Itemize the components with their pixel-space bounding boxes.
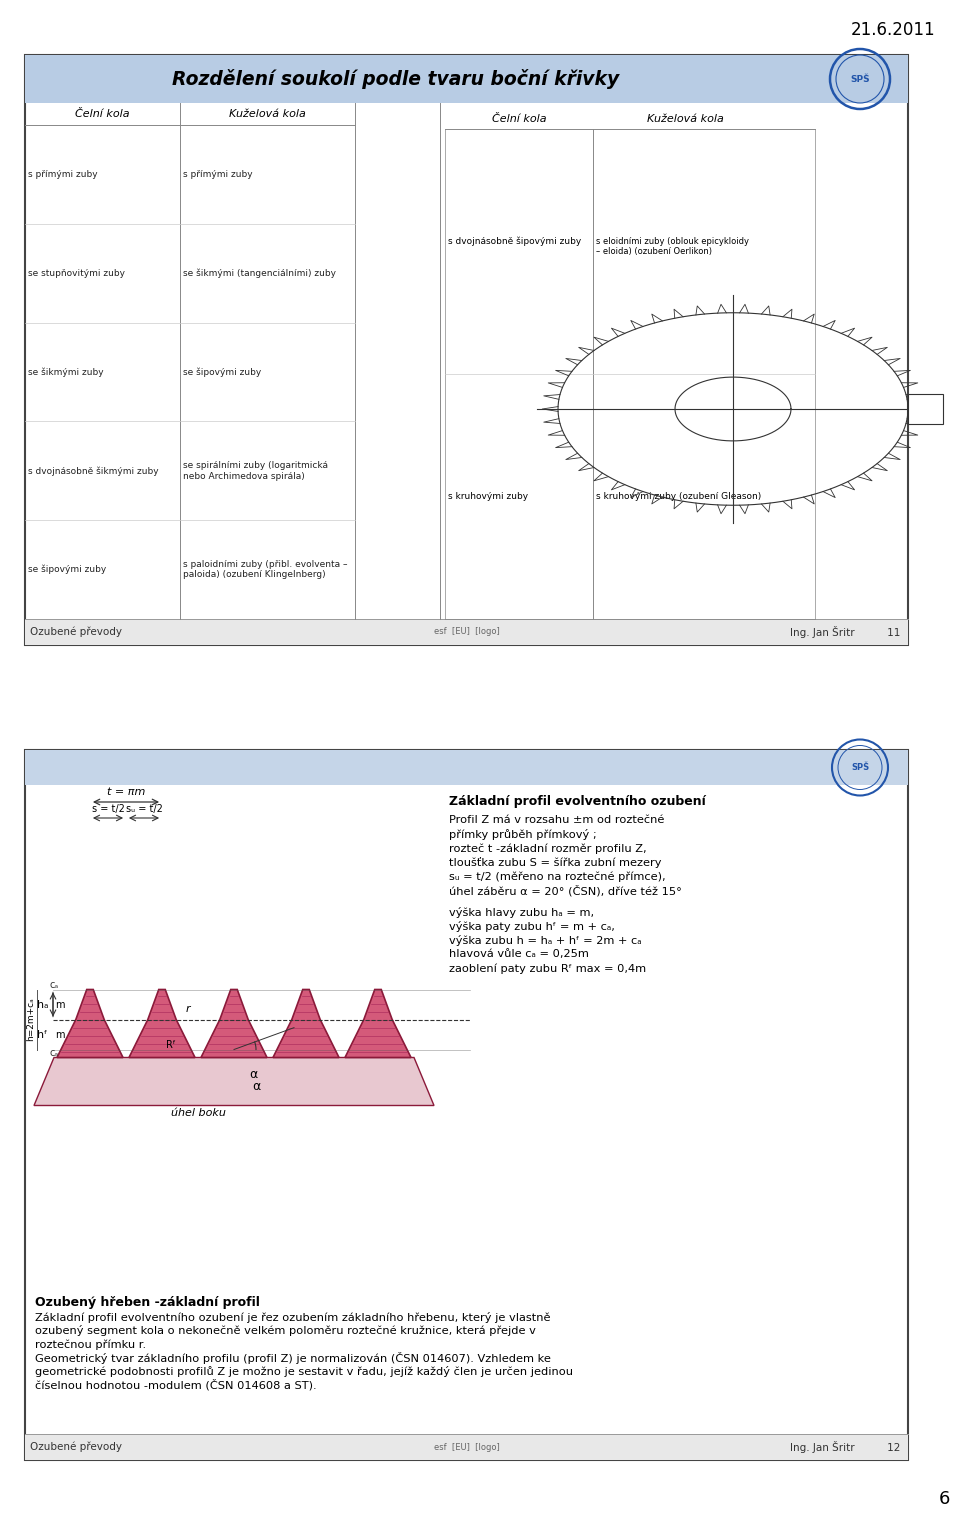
Text: roztečnou přímku r.: roztečnou přímku r. bbox=[35, 1338, 146, 1349]
Text: úhel záběru α = 20° (ČSN), dříve též 15°: úhel záběru α = 20° (ČSN), dříve též 15° bbox=[449, 885, 682, 896]
Text: ozubený segment kola o nekonečně velkém poloměru roztečné kružnice, která přejde: ozubený segment kola o nekonečně velkém … bbox=[35, 1326, 536, 1337]
Text: se šikmými (tangenciálními) zuby: se šikmými (tangenciálními) zuby bbox=[183, 269, 336, 278]
Text: sᵤ = t/2: sᵤ = t/2 bbox=[126, 804, 162, 813]
Text: s přímými zuby: s přímými zuby bbox=[28, 169, 98, 179]
Text: Ozubené převody: Ozubené převody bbox=[30, 627, 122, 638]
Text: se spirálními zuby (logaritmická
nebo Archimedova spirála): se spirálními zuby (logaritmická nebo Ar… bbox=[183, 461, 328, 481]
Text: SPŠ: SPŠ bbox=[851, 75, 870, 84]
Text: zaoblení paty zubu Rᶠ max = 0,4m: zaoblení paty zubu Rᶠ max = 0,4m bbox=[449, 963, 646, 974]
Text: h=2m+cₐ: h=2m+cₐ bbox=[26, 998, 35, 1041]
Text: s eloidními zuby (oblouk epicykloidy
– eloida) (ozubení Oerlikon): s eloidními zuby (oblouk epicykloidy – e… bbox=[596, 237, 749, 256]
Text: s = t/2: s = t/2 bbox=[91, 804, 125, 813]
Text: 21.6.2011: 21.6.2011 bbox=[851, 21, 935, 40]
Bar bbox=[25, 620, 908, 645]
Bar bbox=[25, 1434, 908, 1460]
Text: Ing. Jan Šritr          11: Ing. Jan Šritr 11 bbox=[790, 626, 900, 638]
Text: esf  [EU]  [logo]: esf [EU] [logo] bbox=[434, 627, 499, 636]
Text: 6: 6 bbox=[939, 1489, 950, 1508]
Polygon shape bbox=[201, 989, 267, 1058]
Text: α: α bbox=[252, 1079, 260, 1093]
Bar bbox=[25, 55, 908, 645]
Text: číselnou hodnotou -modulem (ČSN 014608 a ST).: číselnou hodnotou -modulem (ČSN 014608 a… bbox=[35, 1380, 317, 1392]
Polygon shape bbox=[345, 989, 411, 1058]
Bar bbox=[25, 749, 908, 784]
Text: t = πm: t = πm bbox=[107, 787, 145, 797]
Text: Základní profil evolventního ozubení: Základní profil evolventního ozubení bbox=[449, 795, 706, 807]
Text: výška hlavy zubu hₐ = m,: výška hlavy zubu hₐ = m, bbox=[449, 906, 594, 919]
Text: m: m bbox=[55, 1000, 64, 1010]
Text: Čelní kola: Čelní kola bbox=[492, 114, 546, 124]
Text: rozteč t -základní rozměr profilu Z,: rozteč t -základní rozměr profilu Z, bbox=[449, 842, 646, 853]
Text: přímky průběh přímkový ;: přímky průběh přímkový ; bbox=[449, 829, 596, 839]
Text: výška paty zubu hᶠ = m + cₐ,: výška paty zubu hᶠ = m + cₐ, bbox=[449, 922, 614, 932]
Text: hᶠ: hᶠ bbox=[37, 1030, 48, 1039]
Text: SPŠ: SPŠ bbox=[851, 763, 869, 772]
Text: tloušťka zubu S = šířka zubní mezery: tloušťka zubu S = šířka zubní mezery bbox=[449, 858, 661, 868]
Text: hlavová vůle cₐ = 0,25m: hlavová vůle cₐ = 0,25m bbox=[449, 949, 588, 958]
Text: cₐ: cₐ bbox=[49, 981, 59, 990]
Text: hₐ: hₐ bbox=[36, 1000, 48, 1010]
Text: Profil Z má v rozsahu ±m od roztečné: Profil Z má v rozsahu ±m od roztečné bbox=[449, 815, 664, 826]
Polygon shape bbox=[57, 989, 123, 1058]
Bar bbox=[25, 749, 908, 1460]
Text: se stupňovitými zuby: se stupňovitými zuby bbox=[28, 269, 125, 278]
Text: Kuželová kola: Kuželová kola bbox=[647, 114, 724, 124]
Text: sᵤ = t/2 (měřeno na roztečné přímce),: sᵤ = t/2 (měřeno na roztečné přímce), bbox=[449, 871, 665, 882]
Text: esf  [EU]  [logo]: esf [EU] [logo] bbox=[434, 1442, 499, 1451]
Text: s paloidními zuby (přibl. evolventa –
paloida) (ozubení Klingelnberg): s paloidními zuby (přibl. evolventa – pa… bbox=[183, 560, 348, 580]
Text: úhel boku: úhel boku bbox=[171, 1108, 226, 1117]
Polygon shape bbox=[273, 989, 339, 1058]
Text: α: α bbox=[249, 1068, 257, 1080]
Polygon shape bbox=[129, 989, 195, 1058]
Text: Ozubený hřeben -základní profil: Ozubený hřeben -základní profil bbox=[35, 1296, 260, 1309]
Text: s dvojnásobně šikmými zuby: s dvojnásobně šikmými zuby bbox=[28, 465, 158, 476]
Text: cₐ: cₐ bbox=[49, 1048, 59, 1059]
Text: Geometrický tvar základního profilu (profil Z) je normalizován (ČSN 014607). Vzh: Geometrický tvar základního profilu (pro… bbox=[35, 1352, 551, 1364]
Text: Rozdělení soukolí podle tvaru boční křivky: Rozdělení soukolí podle tvaru boční křiv… bbox=[172, 69, 619, 89]
Text: se šikmými zuby: se šikmými zuby bbox=[28, 368, 104, 377]
Bar bbox=[908, 394, 943, 424]
Text: geometrické podobnosti profilů Z je možno je sestavit v řadu, jejíž každý člen j: geometrické podobnosti profilů Z je možn… bbox=[35, 1366, 573, 1376]
Text: Základní profil evolventního ozubení je řez ozubením základního hřebenu, který j: Základní profil evolventního ozubení je … bbox=[35, 1312, 550, 1323]
Text: s kruhovými zuby: s kruhovými zuby bbox=[448, 491, 528, 501]
Text: se šipovými zuby: se šipovými zuby bbox=[183, 368, 261, 377]
Text: s dvojnásobně šipovými zuby: s dvojnásobně šipovými zuby bbox=[448, 237, 581, 246]
Text: se šipovými zuby: se šipovými zuby bbox=[28, 565, 107, 574]
Bar bbox=[25, 55, 908, 102]
Text: m: m bbox=[55, 1030, 64, 1039]
Text: s kruhovými zuby (ozubení Gleason): s kruhovými zuby (ozubení Gleason) bbox=[596, 491, 761, 501]
Text: s přímými zuby: s přímými zuby bbox=[183, 169, 252, 179]
Text: Ozubené převody: Ozubené převody bbox=[30, 1442, 122, 1453]
Text: Kuželová kola: Kuželová kola bbox=[229, 108, 306, 119]
Polygon shape bbox=[34, 1058, 434, 1105]
Text: Rᶠ: Rᶠ bbox=[166, 1041, 176, 1050]
Text: r: r bbox=[185, 1004, 190, 1015]
Text: výška zubu h = hₐ + hᶠ = 2m + cₐ: výška zubu h = hₐ + hᶠ = 2m + cₐ bbox=[449, 935, 641, 946]
Text: Ing. Jan Šritr          12: Ing. Jan Šritr 12 bbox=[790, 1441, 900, 1453]
Text: Čelní kola: Čelní kola bbox=[75, 108, 130, 119]
